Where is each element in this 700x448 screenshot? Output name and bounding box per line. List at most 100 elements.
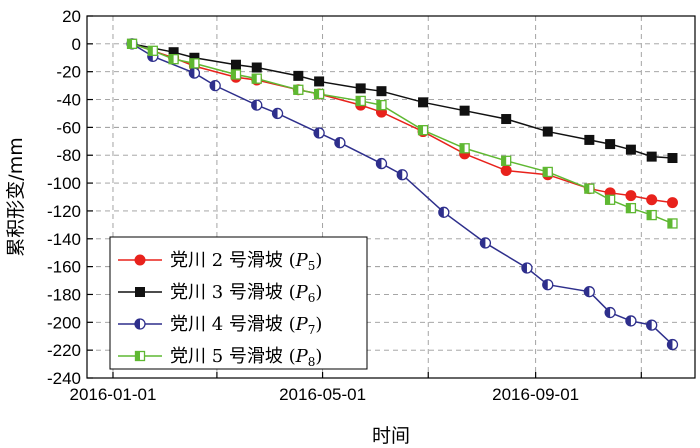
marker-half-fill	[460, 143, 465, 153]
data-point	[459, 105, 470, 116]
legend-label: 党川 4 号滑坡 (P7)	[170, 314, 322, 337]
y-tick-label: -240	[47, 369, 81, 388]
y-tick-label: -80	[56, 146, 81, 165]
marker-half-fill	[625, 315, 631, 326]
x-axis-title: 时间	[372, 425, 410, 447]
marker-half-fill	[667, 218, 673, 228]
data-point	[168, 54, 179, 65]
x-tick-label: 2016-09-01	[492, 385, 579, 404]
data-point	[666, 338, 679, 351]
data-point	[230, 69, 242, 80]
legend-marker	[134, 318, 146, 330]
marker-half-fill	[667, 339, 673, 350]
legend-symbol: P	[295, 346, 309, 367]
data-point	[501, 155, 512, 166]
marker-half-fill	[543, 167, 548, 177]
marker-half-fill	[135, 319, 140, 329]
data-point	[271, 107, 284, 120]
data-point	[396, 169, 408, 181]
marker-half-fill	[293, 85, 299, 95]
y-tick-label: -160	[47, 258, 81, 277]
data-point	[188, 67, 201, 79]
marker-half-fill	[135, 351, 140, 361]
y-tick-label: 20	[62, 7, 81, 26]
legend-marker	[134, 350, 146, 362]
marker-half-fill	[376, 158, 382, 169]
data-point	[314, 76, 325, 87]
marker-half-fill	[251, 100, 257, 111]
data-point	[209, 79, 221, 92]
marker-half-fill	[314, 127, 320, 138]
data-point	[646, 194, 658, 206]
y-tick-label: -140	[47, 230, 81, 249]
y-tick-label: 0	[72, 35, 81, 54]
data-point	[147, 45, 158, 56]
marker-half-fill	[605, 195, 611, 205]
data-point	[667, 153, 678, 164]
legend-entry: 党川 5 号滑坡 (P8)	[118, 346, 322, 369]
marker-half-fill	[646, 320, 652, 331]
marker-half-fill	[605, 307, 611, 318]
data-point	[604, 194, 616, 205]
legend-box	[109, 236, 368, 370]
ticks: 20 0 -20 -40 -60 -80 -100 -120 -140 -160 -180 -200 -…	[47, 7, 642, 404]
legend-close-paren: )	[315, 314, 322, 335]
data-point	[625, 202, 637, 214]
legend-symbol: P	[295, 314, 309, 335]
y-tick-label: -100	[47, 174, 81, 193]
data-point	[251, 99, 263, 111]
y-tick-label: -180	[47, 285, 81, 304]
data-point	[293, 84, 304, 95]
data-point	[126, 38, 138, 49]
legend-entry: 党川 2 号滑坡 (P5)	[118, 250, 322, 273]
legend-name: 党川 5 号滑坡 (	[170, 346, 296, 367]
data-point	[355, 95, 366, 107]
data-point	[418, 97, 429, 108]
legend-subscript: 5	[308, 259, 316, 273]
data-point	[375, 157, 388, 170]
data-point	[376, 99, 387, 111]
legend-name: 党川 4 号滑坡 (	[170, 314, 296, 335]
data-point	[605, 139, 616, 150]
marker-half-fill	[334, 137, 340, 148]
data-point	[584, 134, 595, 145]
series-3	[126, 38, 679, 351]
legend-close-paren: )	[315, 250, 322, 271]
marker-half-fill	[584, 286, 590, 297]
marker-half-fill	[231, 69, 236, 79]
legend-name: 党川 3 号滑坡 (	[170, 282, 296, 303]
data-point	[479, 237, 492, 249]
data-point	[376, 86, 387, 97]
data-point	[251, 73, 262, 84]
data-point	[646, 151, 657, 162]
data-point	[521, 262, 533, 274]
data-point	[417, 125, 429, 136]
data-point	[501, 114, 512, 125]
marker-half-fill	[169, 54, 174, 64]
x-tick-label: 2016-05-01	[279, 385, 366, 404]
legend-label: 党川 2 号滑坡 (P5)	[170, 250, 322, 273]
data-point	[355, 83, 366, 94]
marker-half-fill	[127, 39, 133, 49]
legend-label: 党川 3 号滑坡 (P6)	[170, 282, 322, 305]
y-tick-label: -40	[56, 91, 81, 110]
legend-marker	[134, 254, 146, 266]
data-point	[293, 70, 304, 81]
legend-entry: 党川 3 号滑坡 (P6)	[118, 282, 322, 305]
marker-half-fill	[189, 58, 195, 68]
y-tick-label: -200	[47, 313, 81, 332]
marker-half-fill	[584, 184, 590, 194]
marker-half-fill	[376, 100, 382, 110]
legend-marker	[135, 287, 145, 297]
plot-frame	[86, 15, 696, 379]
data-point	[459, 143, 470, 154]
legend-subscript: 7	[308, 323, 316, 337]
data-point	[542, 279, 554, 291]
data-point	[334, 137, 346, 149]
y-axis-title: 累积形变/mm	[5, 137, 27, 256]
data-point	[625, 190, 637, 202]
y-tick-label: -60	[56, 118, 81, 137]
data-point	[646, 319, 658, 331]
marker-half-fill	[480, 237, 486, 248]
